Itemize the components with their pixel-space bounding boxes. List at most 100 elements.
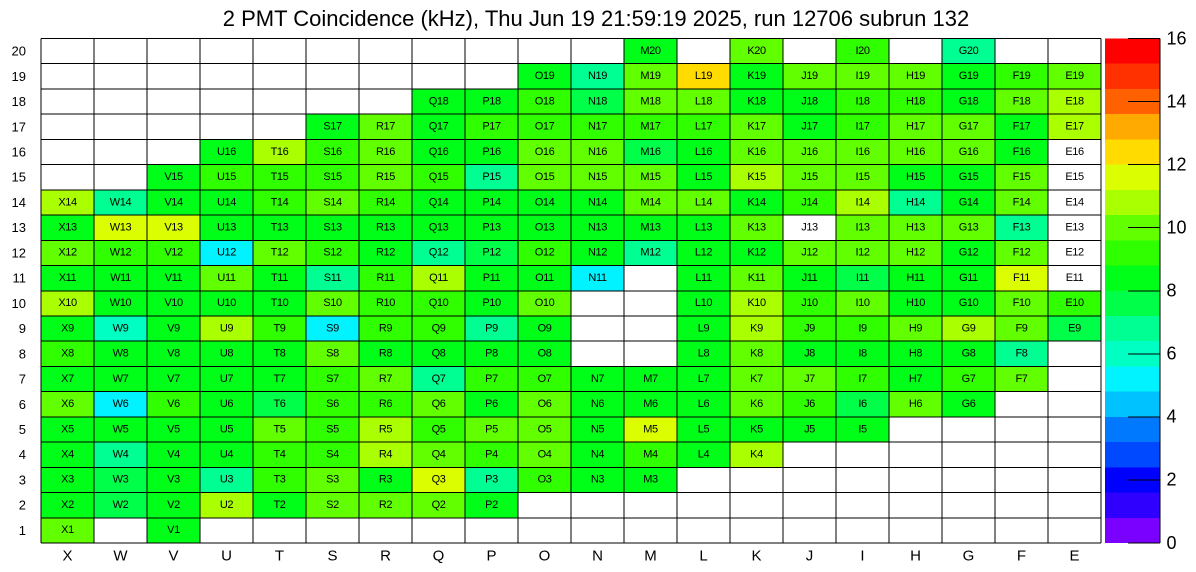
svg-text:O14: O14 [535,196,555,208]
svg-text:N11: N11 [588,272,606,284]
svg-text:L7: L7 [698,373,710,385]
svg-text:S12: S12 [323,247,342,259]
svg-text:R11: R11 [376,272,394,284]
svg-text:H11: H11 [906,272,924,284]
svg-text:W9: W9 [113,322,129,334]
svg-text:U3: U3 [220,474,234,486]
svg-text:H7: H7 [909,373,923,385]
svg-text:N16: N16 [588,146,607,158]
svg-text:O10: O10 [535,297,555,309]
svg-text:J19: J19 [801,70,818,82]
svg-text:17: 17 [12,119,26,134]
svg-text:G6: G6 [962,398,976,410]
svg-text:S9: S9 [326,322,339,334]
svg-text:S7: S7 [326,373,339,385]
svg-text:G16: G16 [959,146,979,158]
svg-text:U5: U5 [220,423,234,435]
svg-text:X3: X3 [61,474,74,486]
svg-text:I19: I19 [855,70,869,82]
svg-text:G17: G17 [959,121,979,133]
svg-text:I20: I20 [855,45,869,57]
svg-text:X6: X6 [61,398,74,410]
svg-text:V5: V5 [167,423,180,435]
svg-text:O4: O4 [538,449,552,461]
svg-text:L5: L5 [698,423,710,435]
svg-text:6: 6 [19,397,26,412]
svg-text:G13: G13 [959,222,979,234]
svg-text:G11: G11 [959,272,978,284]
svg-text:K18: K18 [747,95,766,107]
svg-text:R9: R9 [379,322,393,334]
svg-text:U: U [221,548,232,565]
svg-text:T4: T4 [273,449,285,461]
svg-text:R10: R10 [376,297,395,309]
svg-text:Q7: Q7 [432,373,446,385]
svg-text:R2: R2 [379,499,393,511]
svg-text:M6: M6 [643,398,658,410]
svg-text:H14: H14 [906,196,925,208]
svg-text:V4: V4 [167,449,180,461]
svg-text:X7: X7 [61,373,74,385]
svg-text:Q17: Q17 [429,121,449,133]
svg-text:G15: G15 [959,171,979,183]
svg-text:W3: W3 [113,474,129,486]
svg-text:U2: U2 [220,499,234,511]
svg-text:E13: E13 [1065,222,1084,234]
svg-text:X13: X13 [58,222,77,234]
svg-text:Q9: Q9 [432,322,446,334]
svg-text:K17: K17 [747,121,766,133]
svg-text:M19: M19 [640,70,660,82]
svg-text:U4: U4 [220,449,234,461]
svg-text:9: 9 [19,321,26,336]
svg-text:R15: R15 [376,171,395,183]
svg-text:Q13: Q13 [429,222,449,234]
svg-text:H18: H18 [906,95,925,107]
svg-text:H19: H19 [906,70,925,82]
svg-text:N19: N19 [588,70,607,82]
svg-text:S2: S2 [326,499,339,511]
svg-text:8: 8 [19,346,26,361]
svg-text:L18: L18 [695,95,712,107]
svg-text:F16: F16 [1013,146,1031,158]
svg-text:L9: L9 [698,322,710,334]
svg-text:E10: E10 [1065,297,1084,309]
svg-text:R17: R17 [376,121,395,133]
svg-text:H16: H16 [906,146,925,158]
svg-text:O12: O12 [535,247,555,259]
svg-text:T13: T13 [271,222,289,234]
svg-text:V12: V12 [164,247,183,259]
svg-text:G7: G7 [962,373,976,385]
svg-text:14: 14 [1167,91,1187,111]
svg-text:U10: U10 [217,297,236,309]
svg-text:V14: V14 [164,196,183,208]
svg-text:E12: E12 [1065,247,1084,259]
svg-text:W8: W8 [113,348,129,360]
svg-text:U11: U11 [217,272,235,284]
svg-text:R3: R3 [379,474,393,486]
svg-text:14: 14 [12,195,26,210]
svg-text:W6: W6 [113,398,129,410]
svg-text:N17: N17 [588,121,607,133]
svg-text:U13: U13 [217,222,236,234]
svg-text:X14: X14 [58,196,77,208]
svg-text:M4: M4 [643,449,658,461]
svg-text:N: N [592,548,603,565]
svg-text:I15: I15 [855,171,869,183]
svg-text:Q16: Q16 [429,146,449,158]
svg-text:G20: G20 [959,45,979,57]
svg-text:15: 15 [12,170,26,185]
svg-text:N6: N6 [591,398,605,410]
svg-text:K13: K13 [747,222,766,234]
svg-text:Q14: Q14 [429,196,449,208]
svg-text:L14: L14 [695,196,712,208]
svg-text:J5: J5 [804,423,815,435]
svg-text:2: 2 [19,498,26,513]
svg-text:Q3: Q3 [432,474,446,486]
svg-text:T9: T9 [273,322,285,334]
svg-text:E: E [1069,548,1079,565]
svg-text:O7: O7 [538,373,552,385]
svg-text:O18: O18 [535,95,555,107]
svg-text:12: 12 [12,245,26,260]
svg-text:S14: S14 [323,196,342,208]
svg-text:N15: N15 [588,171,607,183]
